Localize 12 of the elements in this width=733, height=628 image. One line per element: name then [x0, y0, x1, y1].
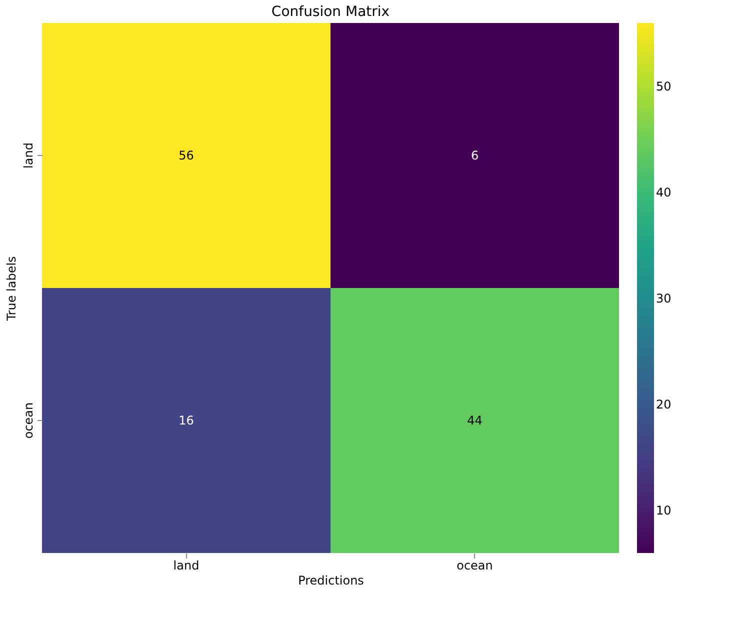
- data-label: 44: [467, 414, 482, 428]
- color-bar-label: 30: [656, 292, 672, 306]
- chart-title: Confusion Matrix: [271, 4, 390, 20]
- data-label: 6: [470, 148, 479, 162]
- color-bar-label: 50: [656, 80, 672, 94]
- color-bar-label: 10: [656, 504, 672, 518]
- data-label: 16: [178, 414, 194, 428]
- color-bar-label: 40: [656, 186, 672, 200]
- y-axis-title: True labels: [4, 256, 18, 322]
- color-bar-label: 20: [656, 398, 672, 412]
- x-axis-title: Predictions: [298, 574, 364, 588]
- data-label: 56: [178, 148, 194, 162]
